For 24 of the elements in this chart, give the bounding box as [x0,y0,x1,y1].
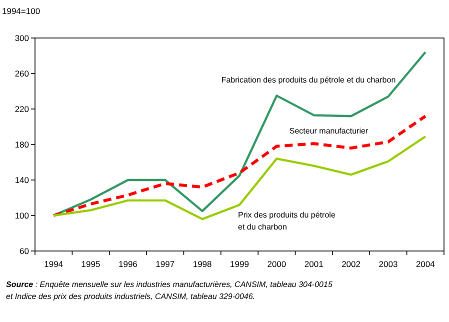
x-tick-label: 2002 [342,259,361,269]
x-tick-label: 1996 [118,259,138,269]
x-tick-label: 1995 [81,259,100,269]
x-tick-label: 2001 [304,259,324,269]
series-label: Prix des produits du pétrole et du charbon [238,210,336,232]
x-tick-label: 2000 [267,259,286,269]
x-tick-label: 1994 [44,259,64,269]
x-tick-label: 1998 [192,259,212,269]
y-tick-label: 260 [14,68,30,78]
y-tick-label: 300 [14,32,30,43]
y-tick-label: 140 [14,174,30,185]
x-tick-label: 1997 [156,259,175,269]
y-tick-label: 180 [14,139,30,150]
series-label: Fabrication des produits du pétrole et du charbon [221,76,396,85]
y-tick-label: 60 [20,246,30,256]
source-note: Source : Enquête mensuelle sur les industries manufacturières, CANSIM, tableau 304-0015 et Indice des prix des produits industriels, CANSIM, tableau 329-0046. [6,280,333,301]
y-tick-label: 100 [14,210,30,220]
x-tick-label: 2004 [416,259,436,269]
series-label: Secteur manufacturier [289,126,368,136]
line-series [52,135,427,220]
x-tick-label: 1999 [230,259,250,269]
y-axis-title: 1994=100 [2,6,40,16]
y-tick-label: 220 [14,104,30,114]
x-tick-label: 2003 [378,259,398,269]
